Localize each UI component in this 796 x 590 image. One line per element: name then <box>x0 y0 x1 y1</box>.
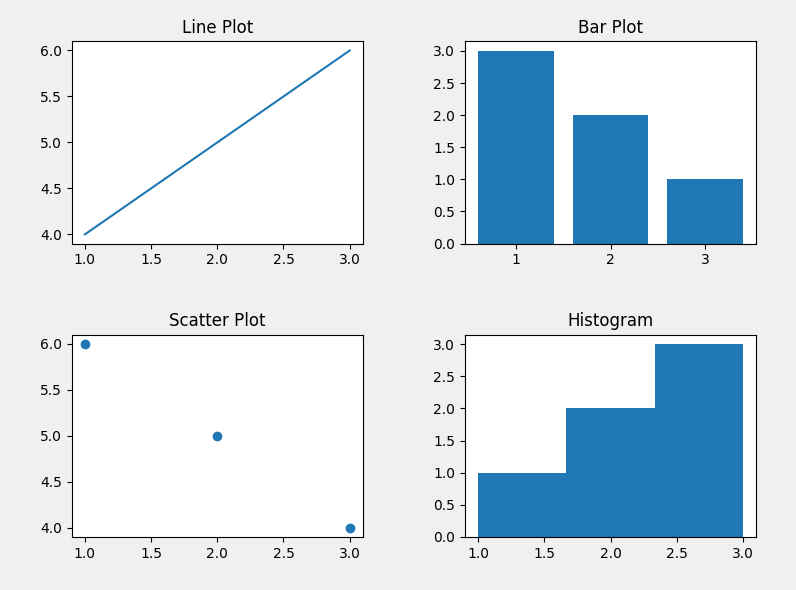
Bar <box>567 408 654 537</box>
Title: Line Plot: Line Plot <box>181 19 253 37</box>
Bar <box>572 115 649 244</box>
Point <box>343 523 356 532</box>
Bar <box>654 344 743 537</box>
Title: Histogram: Histogram <box>568 312 654 330</box>
Title: Bar Plot: Bar Plot <box>578 19 643 37</box>
Title: Scatter Plot: Scatter Plot <box>169 312 266 330</box>
Point <box>79 339 92 349</box>
Point <box>211 431 224 441</box>
Bar <box>478 51 554 244</box>
Bar <box>478 473 567 537</box>
Bar <box>667 179 743 244</box>
